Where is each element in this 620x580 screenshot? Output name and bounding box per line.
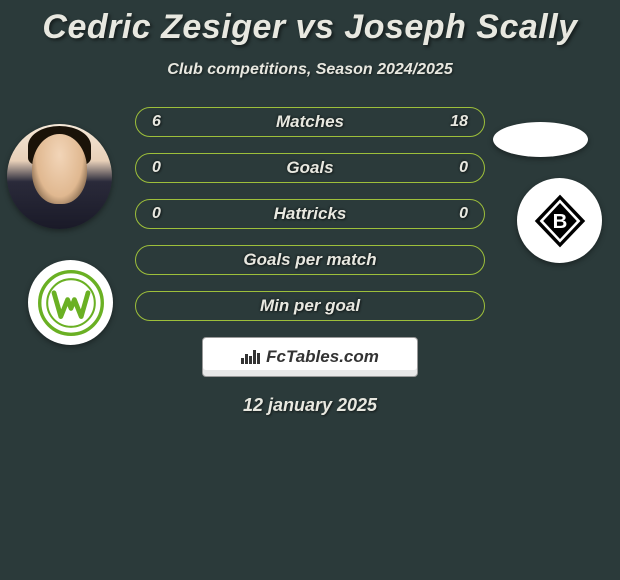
- chart-icon: [241, 350, 260, 364]
- stat-row-min-per-goal: Min per goal: [135, 291, 485, 321]
- stat-label: Min per goal: [192, 296, 428, 316]
- stat-row-goals: 0 Goals 0: [135, 153, 485, 183]
- stat-right-value: 0: [428, 159, 468, 177]
- stat-label: Hattricks: [192, 204, 428, 224]
- comparison-title: Cedric Zesiger vs Joseph Scally: [0, 0, 620, 47]
- wolfsburg-icon: [37, 269, 105, 337]
- stat-left-value: 0: [152, 205, 192, 223]
- attribution-badge: FcTables.com: [202, 337, 418, 377]
- stat-row-hattricks: 0 Hattricks 0: [135, 199, 485, 229]
- stat-left-value: 0: [152, 159, 192, 177]
- stat-label: Matches: [192, 112, 428, 132]
- stat-row-goals-per-match: Goals per match: [135, 245, 485, 275]
- stats-container: 6 Matches 18 0 Goals 0 0 Hattricks 0 Goa…: [135, 107, 485, 321]
- gladbach-icon: B: [530, 191, 590, 251]
- stat-left-value: 6: [152, 113, 192, 131]
- club-right-badge: B: [517, 178, 602, 263]
- stat-label: Goals: [192, 158, 428, 178]
- stat-right-value: 0: [428, 205, 468, 223]
- club-left-badge: [28, 260, 113, 345]
- stat-row-matches: 6 Matches 18: [135, 107, 485, 137]
- stat-right-value: 18: [428, 113, 468, 131]
- stat-label: Goals per match: [192, 250, 428, 270]
- attribution-text: FcTables.com: [266, 347, 379, 367]
- svg-text:B: B: [552, 211, 567, 233]
- season-subtitle: Club competitions, Season 2024/2025: [0, 61, 620, 79]
- player-left-avatar-face: [32, 134, 87, 204]
- generated-date: 12 january 2025: [0, 395, 620, 416]
- player-right-avatar: [493, 122, 588, 157]
